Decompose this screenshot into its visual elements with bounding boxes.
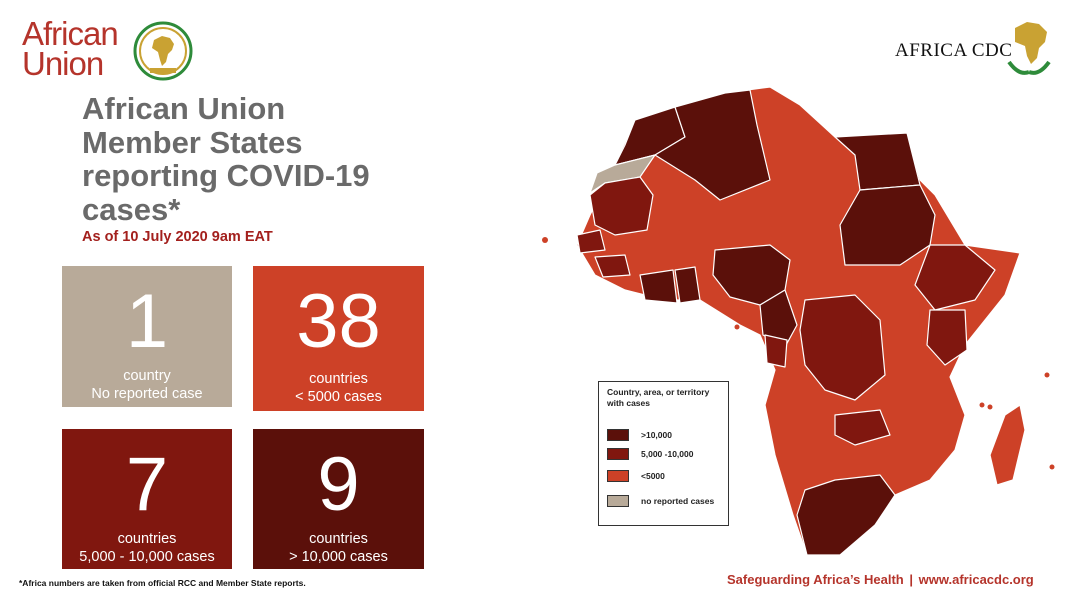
africa-covid-map [542, 86, 1055, 556]
african-union-logo: African Union [22, 14, 193, 82]
country-kenya [926, 309, 968, 366]
stat-label-line2: No reported case [91, 386, 203, 402]
country-ghana [674, 266, 701, 304]
stat-number: 7 [125, 442, 169, 527]
country-mauritania [589, 176, 654, 236]
legend-title: Country, area, or territory with cases [607, 387, 710, 408]
legend-label: no reported cases [641, 496, 715, 506]
country-gabon [764, 334, 788, 368]
stat-box-lt-5000: 38 countries < 5000 cases [253, 266, 424, 411]
stat-box-5000-10000: 7 countries 5,000 - 10,000 cases [62, 429, 232, 569]
africa-cdc-logo: AFRICA CDC [895, 18, 1065, 84]
stat-box-gt-10000: 9 countries > 10,000 cases [253, 429, 424, 569]
country-guinea [594, 254, 631, 278]
tagline-slogan: Safeguarding Africa’s Health [727, 572, 904, 587]
country-zambia [834, 409, 891, 446]
stat-label-line2: > 10,000 cases [289, 549, 388, 565]
legend-swatch [607, 495, 629, 507]
island-comoros-2 [987, 404, 993, 410]
stat-number: 1 [125, 279, 169, 364]
island-seychelles [1044, 372, 1050, 378]
africa-cdc-logo-text: AFRICA CDC [895, 40, 1013, 61]
stat-label-line1: country [123, 368, 171, 384]
report-date: As of 10 July 2020 9am EAT [82, 229, 273, 245]
country-senegal [576, 229, 606, 254]
country-algeria [654, 89, 771, 201]
legend-swatch [607, 470, 629, 482]
island-comoros-1 [979, 402, 985, 408]
legend-label: >10,000 [641, 430, 672, 440]
stat-label-line1: countries [117, 531, 177, 547]
country-drc [799, 294, 886, 401]
au-logo-text-union: Union [22, 45, 104, 82]
country-madagascar [989, 404, 1026, 486]
stat-number: 9 [317, 442, 360, 527]
legend-label: 5,000 -10,000 [641, 449, 694, 459]
legend-swatch [607, 429, 629, 441]
stat-label-line1: countries [309, 531, 368, 547]
stat-label-line1: countries [309, 371, 368, 387]
stat-label-line2: < 5000 cases [295, 389, 382, 405]
africa-cdc-emblem-icon [1007, 22, 1051, 75]
country-cameroon [759, 289, 798, 348]
country-sudan [839, 184, 936, 266]
au-logo-text-african: African [22, 15, 119, 52]
page-title: African Union Member States reporting CO… [82, 91, 370, 227]
island-cape-verde [542, 237, 548, 243]
au-emblem-icon [133, 21, 193, 81]
country-ivory-coast [639, 269, 678, 304]
country-ethiopia [914, 244, 996, 311]
tagline-separator: | [909, 572, 914, 587]
country-south-africa [796, 474, 896, 556]
stat-box-no-case: 1 country No reported case [62, 266, 232, 407]
tagline-website-link[interactable]: www.africacdc.org [918, 572, 1034, 587]
tagline: Safeguarding Africa’s Health | www.afric… [727, 572, 1034, 587]
stat-number: 38 [296, 279, 381, 364]
legend-label: <5000 [641, 471, 665, 481]
legend-swatch [607, 448, 629, 460]
stat-label-line2: 5,000 - 10,000 cases [79, 549, 215, 565]
map-legend: Country, area, or territory with cases >… [598, 381, 729, 526]
island-sao-tome [734, 324, 740, 330]
island-mauritius [1049, 464, 1055, 470]
footnote: *Africa numbers are taken from official … [19, 578, 306, 588]
